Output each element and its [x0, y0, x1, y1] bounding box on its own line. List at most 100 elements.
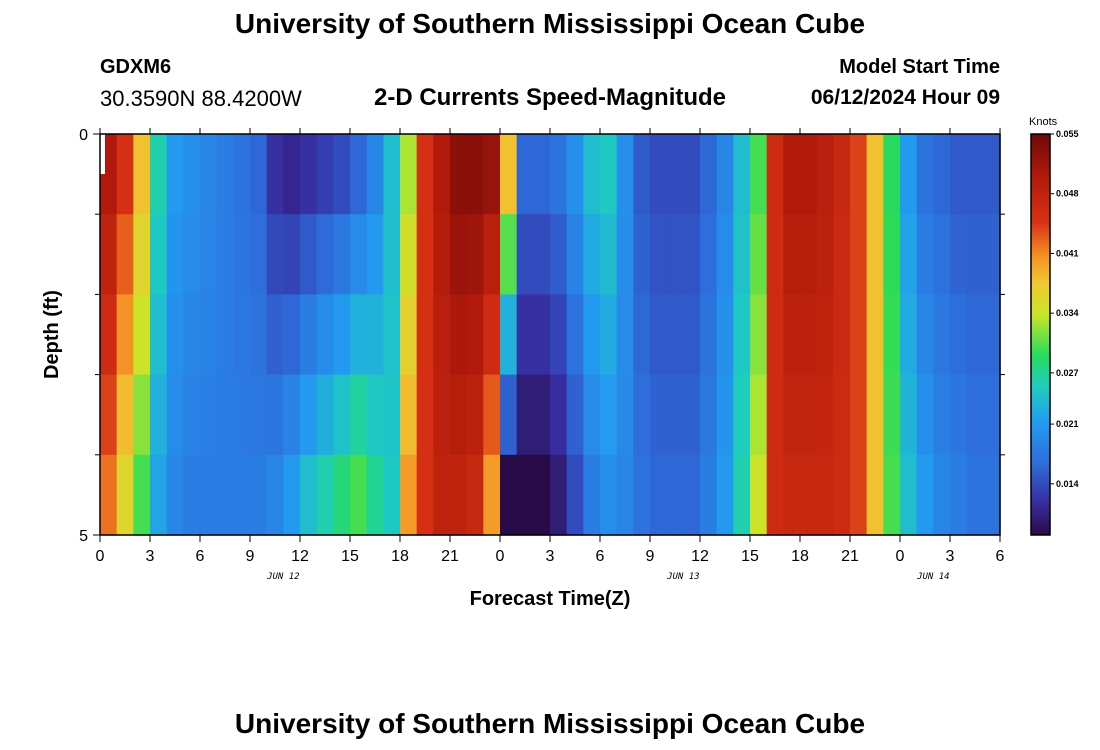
heatmap-cell — [500, 374, 518, 456]
heatmap-cell — [266, 134, 284, 215]
station-coordinates: 30.3590N 88.4200W — [100, 86, 302, 111]
x-tick-label: 21 — [441, 548, 459, 565]
heatmap-cell — [383, 454, 401, 536]
heatmap-cell — [200, 374, 218, 456]
heatmap-cell — [966, 374, 984, 456]
heatmap-cell — [366, 454, 384, 536]
heatmap-cell — [350, 454, 368, 536]
heatmap-cell — [950, 374, 968, 456]
heatmap-cell — [116, 374, 134, 456]
heatmap-cell — [183, 294, 201, 376]
colorbar-tick-label: 0.034 — [1056, 308, 1079, 318]
heatmap-cell — [833, 294, 851, 376]
heatmap-cell — [133, 214, 151, 295]
heatmap-cell — [783, 454, 801, 536]
heatmap-cell — [750, 374, 768, 456]
heatmap-cell — [616, 134, 634, 215]
heatmap-cell — [133, 454, 151, 536]
heatmap-cell — [466, 454, 484, 536]
heatmap-cell — [416, 374, 434, 456]
heatmap-cell — [766, 214, 784, 295]
heatmap-cell — [566, 454, 584, 536]
heatmap-cell — [150, 294, 168, 376]
heatmap-cell — [116, 294, 134, 376]
colorbar-tick-label: 0.021 — [1056, 419, 1079, 429]
heatmap-cell — [283, 134, 301, 215]
heatmap-cell — [683, 294, 701, 376]
heatmap-cell — [466, 134, 484, 215]
colorbar-unit-label: Knots — [1029, 116, 1058, 128]
heatmap-cell — [383, 374, 401, 456]
heatmap-cell — [283, 294, 301, 376]
heatmap-cell — [966, 294, 984, 376]
heatmap-cell — [850, 214, 868, 295]
heatmap-cell — [250, 374, 268, 456]
heatmap-cell — [350, 294, 368, 376]
heatmap-cell — [216, 454, 234, 536]
heatmap-cell — [716, 134, 734, 215]
heatmap-cell — [350, 134, 368, 215]
heatmap-cell — [216, 214, 234, 295]
heatmap-cell — [383, 214, 401, 295]
x-tick-label: 6 — [996, 548, 1005, 565]
heatmap-cell — [483, 374, 501, 456]
heatmap-cell — [466, 294, 484, 376]
colorbar-tick-label: 0.027 — [1056, 368, 1079, 378]
heatmap-cell — [566, 134, 584, 215]
heatmap-cell — [483, 134, 501, 215]
heatmap-cell — [750, 294, 768, 376]
heatmap-cell — [783, 214, 801, 295]
heatmap-cell — [916, 294, 934, 376]
heatmap-cell — [733, 214, 751, 295]
heatmap-cell — [383, 294, 401, 376]
heatmap-cell — [816, 214, 834, 295]
heatmap-cell — [616, 294, 634, 376]
heatmap-cell — [366, 214, 384, 295]
heatmap-cell — [616, 214, 634, 295]
model-start-value: 06/12/2024 Hour 09 — [810, 86, 1000, 109]
axes: 0 3 6 9 12 15 18 21 0 3 6 9 12 15 18 21 0 3 6 JUN 12 JUN 13 J… — [41, 127, 1005, 610]
heatmap-cell — [800, 214, 818, 295]
heatmap-cell — [850, 454, 868, 536]
heatmap-cell — [850, 134, 868, 215]
heatmap-cell — [250, 294, 268, 376]
heatmap-cell — [166, 134, 184, 215]
x-tick-label: 18 — [791, 548, 809, 565]
heatmap-cell — [350, 214, 368, 295]
heatmap-cell — [233, 294, 251, 376]
heatmap-cell — [500, 134, 518, 215]
heatmap-cell — [450, 454, 468, 536]
heatmap-cell — [566, 374, 584, 456]
heatmap-cell — [516, 134, 534, 215]
heatmap-cell — [166, 214, 184, 295]
colorbar-tick-label: 0.041 — [1056, 248, 1079, 258]
heatmap-cell — [200, 134, 218, 215]
heatmap-cell — [383, 134, 401, 215]
heatmap-cell — [550, 214, 568, 295]
heatmap-cell — [816, 374, 834, 456]
heatmap-cell — [550, 294, 568, 376]
heatmap-cell — [783, 294, 801, 376]
heatmap-cell — [950, 134, 968, 215]
heatmap-cell — [566, 214, 584, 295]
heatmap-cell — [600, 214, 618, 295]
heatmap-cell — [533, 374, 551, 456]
heatmap-cell — [516, 294, 534, 376]
heatmap-cell — [183, 454, 201, 536]
x-tick-label: 3 — [146, 548, 155, 565]
x-tick-label: 21 — [841, 548, 859, 565]
heatmap-cell — [166, 454, 184, 536]
heatmap-cell — [400, 134, 418, 215]
heatmap-cell — [766, 294, 784, 376]
heatmap-cell — [933, 374, 951, 456]
heatmap-cell — [116, 134, 134, 215]
heatmap-cell — [516, 374, 534, 456]
heatmap-cell — [983, 294, 1001, 376]
heatmap-cell — [316, 214, 334, 295]
heatmap-cell — [950, 214, 968, 295]
heatmap-cell — [133, 294, 151, 376]
heatmap-cell — [966, 214, 984, 295]
heatmap-cell — [650, 294, 668, 376]
heatmap-cell — [300, 214, 318, 295]
